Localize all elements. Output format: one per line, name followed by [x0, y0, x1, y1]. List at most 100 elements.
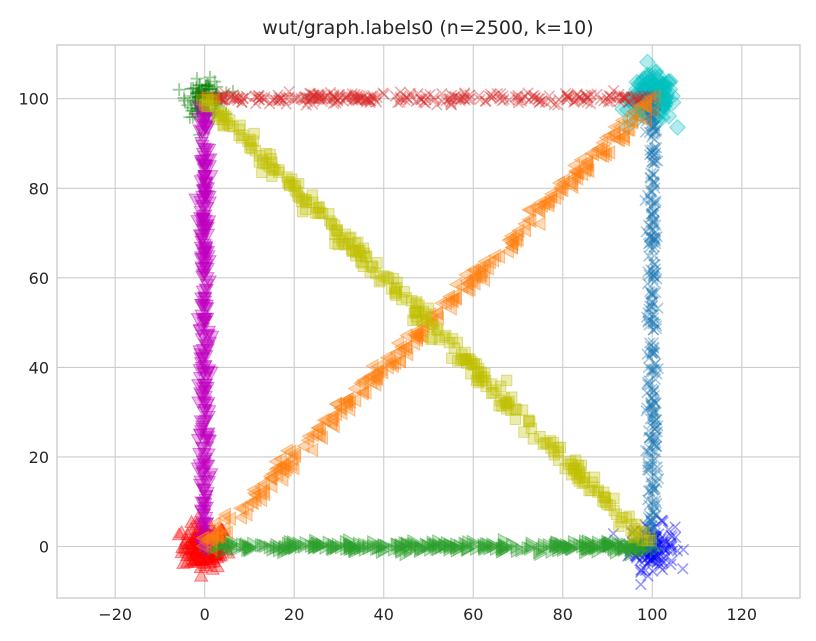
data-point: [543, 90, 556, 102]
data-point: [628, 537, 643, 553]
data-point: [647, 531, 660, 544]
data-point: [640, 115, 653, 127]
data-point: [404, 90, 417, 102]
data-point: [650, 440, 663, 453]
data-point: [648, 84, 666, 102]
data-point: [193, 520, 209, 534]
data-point: [344, 538, 358, 554]
data-point: [190, 532, 205, 546]
data-point: [655, 93, 673, 111]
data-point: [457, 92, 470, 105]
data-point: [651, 83, 669, 101]
data-point: [639, 445, 652, 457]
data-point: [208, 93, 220, 106]
data-point: [647, 363, 659, 376]
data-point: [300, 99, 312, 111]
data-point: [195, 525, 210, 539]
data-point: [197, 457, 212, 472]
data-point: [642, 570, 654, 582]
data-point: [634, 535, 648, 550]
data-point: [179, 554, 195, 568]
data-point: [497, 537, 511, 553]
data-point: [436, 87, 448, 100]
data-point: [299, 535, 313, 551]
data-point: [653, 100, 671, 118]
data-point: [253, 94, 265, 106]
data-point: [641, 277, 654, 290]
data-point: [645, 208, 658, 220]
data-point: [371, 91, 383, 104]
data-point: [655, 514, 668, 527]
data-point: [198, 557, 213, 572]
data-point: [643, 431, 656, 444]
data-point: [203, 554, 218, 569]
data-point: [510, 539, 524, 555]
data-point: [450, 543, 465, 558]
data-point: [639, 519, 651, 531]
data-point: [469, 537, 483, 553]
data-point: [196, 520, 212, 534]
data-point: [201, 448, 216, 462]
data-point: [650, 125, 662, 138]
data-point: [288, 540, 302, 556]
data-point: [628, 93, 641, 106]
data-point: [191, 104, 205, 118]
data-point: [192, 428, 208, 442]
data-point: [623, 96, 635, 109]
data-point: [651, 95, 669, 113]
data-point: [646, 290, 659, 302]
data-point: [644, 538, 657, 550]
data-point: [309, 533, 323, 549]
data-point: [327, 537, 341, 553]
data-point: [214, 529, 229, 543]
data-point: [414, 92, 427, 105]
data-point: [207, 541, 223, 555]
data-point: [548, 538, 562, 554]
data-point: [525, 91, 538, 103]
data-point: [581, 92, 593, 104]
data-point: [195, 285, 211, 299]
data-point: [463, 89, 476, 101]
data-point: [210, 80, 224, 94]
data-point: [199, 536, 215, 550]
data-point: [648, 385, 660, 397]
data-point: [573, 91, 586, 104]
data-point: [195, 88, 207, 101]
data-point: [192, 212, 208, 226]
data-point: [618, 541, 632, 556]
data-point: [638, 554, 651, 567]
data-point: [194, 420, 210, 434]
data-point: [194, 537, 210, 551]
data-point: [210, 536, 226, 551]
data-point: [571, 89, 583, 102]
data-point: [308, 538, 323, 554]
data-point: [445, 99, 458, 111]
data-point: [635, 535, 648, 548]
data-point: [196, 465, 212, 479]
data-point: [458, 536, 472, 551]
data-point: [645, 400, 658, 412]
data-point: [648, 342, 660, 355]
data-point: [646, 256, 659, 268]
data-point: [348, 542, 362, 558]
data-point: [184, 82, 198, 96]
data-point: [195, 102, 209, 116]
data-point: [649, 483, 661, 496]
data-point: [648, 177, 661, 190]
data-point: [195, 270, 210, 285]
data-point: [647, 551, 659, 563]
data-point: [281, 542, 295, 558]
data-point: [587, 538, 601, 554]
data-point: [643, 88, 661, 106]
x-tick-label: 60: [463, 605, 483, 624]
data-point: [602, 538, 616, 554]
data-point: [614, 100, 632, 118]
data-point: [640, 77, 658, 95]
data-point: [648, 533, 660, 546]
data-point: [656, 88, 674, 106]
data-point: [646, 554, 658, 567]
data-point: [414, 540, 429, 556]
data-point: [656, 514, 669, 527]
data-point: [195, 216, 211, 231]
